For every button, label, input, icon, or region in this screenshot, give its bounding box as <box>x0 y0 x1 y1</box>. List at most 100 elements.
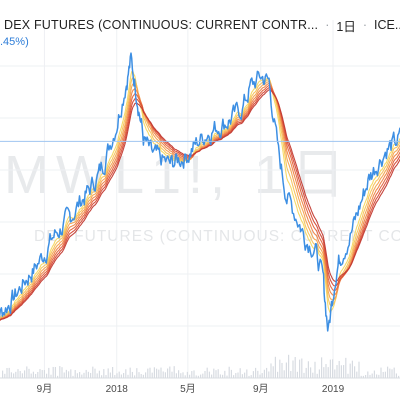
volume-bar <box>378 374 380 378</box>
volume-bar <box>208 371 210 378</box>
volume-bar <box>74 370 76 378</box>
ma-line <box>0 70 400 320</box>
volume-bar <box>83 372 85 378</box>
volume-bar <box>195 375 197 378</box>
volume-bar <box>230 369 232 378</box>
volume-bar <box>219 374 221 378</box>
volume-bar <box>301 358 303 378</box>
volume-bar <box>281 362 283 378</box>
volume-bar <box>180 373 182 378</box>
volume-bar <box>13 373 15 378</box>
volume-bar <box>107 368 109 378</box>
ma-line <box>0 89 400 321</box>
volume-bar <box>356 371 358 378</box>
volume-bar <box>76 373 78 378</box>
volume-bar <box>162 371 164 378</box>
volume-bar <box>24 370 26 378</box>
volume-bar <box>96 373 98 378</box>
volume-bar <box>147 368 149 378</box>
volume-bar <box>193 370 195 378</box>
volume-bar <box>358 361 360 378</box>
x-tick-label: 9月 <box>253 383 269 395</box>
volume-bar <box>299 359 301 378</box>
volume-bar <box>217 369 219 378</box>
ma-ribbon <box>0 70 400 321</box>
volume-bar <box>41 370 43 378</box>
volume-bar <box>252 371 254 378</box>
volume-bar <box>120 374 122 378</box>
volume-bar <box>257 370 259 378</box>
volume-bar <box>283 370 285 378</box>
volume-bar <box>384 371 386 378</box>
volume-bar <box>125 369 127 378</box>
volume-bar <box>380 367 382 378</box>
volume-bar <box>178 370 180 378</box>
ma-line <box>0 80 400 321</box>
x-tick-label: 2018 <box>106 384 129 395</box>
volume-bar <box>389 368 391 378</box>
volume-bar <box>21 373 23 378</box>
volume-bar <box>263 369 265 378</box>
volume-bar <box>114 375 116 378</box>
volume-bar <box>26 366 28 378</box>
volume-bar <box>362 375 364 378</box>
volume-bar <box>145 372 147 378</box>
volume-bar <box>329 359 331 378</box>
volume-bar <box>237 372 239 378</box>
volume-bar <box>241 374 243 378</box>
volume-bar <box>118 371 120 378</box>
volume-bar <box>228 366 230 378</box>
exchange-label[interactable]: ICE... <box>374 18 400 32</box>
volume-bar <box>349 363 351 378</box>
volume-bar <box>151 372 153 378</box>
grid-lines <box>0 20 400 378</box>
volume-bar <box>87 371 89 378</box>
volume-bar <box>37 372 39 378</box>
volume-bar <box>268 371 270 378</box>
volume-bar <box>136 368 138 378</box>
volume-bar <box>46 373 48 378</box>
interval-label[interactable]: 1日 <box>336 19 356 34</box>
volume-bar <box>303 372 305 378</box>
symbol-title[interactable]: DEX FUTURES (CONTINUOUS: CURRENT CONTR..… <box>4 18 319 32</box>
volume-bar <box>85 369 87 378</box>
price-change-label: .45%) <box>0 36 29 48</box>
volume-bar <box>186 371 188 378</box>
volume-bar <box>398 375 400 378</box>
volume-bar <box>347 373 349 378</box>
volume-bar <box>72 375 74 378</box>
price-line <box>0 52 400 332</box>
volume-bar <box>307 361 309 378</box>
volume-bar <box>371 373 373 378</box>
volume-bar <box>35 373 37 378</box>
volume-bar <box>52 366 54 378</box>
volume-bar <box>81 374 83 378</box>
volume-bar <box>345 357 347 378</box>
volume-bar <box>68 371 70 378</box>
volume-bar <box>202 373 204 378</box>
volume-bar <box>138 372 140 378</box>
volume-bar <box>314 361 316 378</box>
volume-bar <box>92 366 94 378</box>
volume-bar <box>103 369 105 378</box>
volume-bar <box>248 375 250 378</box>
volume-bar <box>239 368 241 378</box>
volume-bar <box>310 367 312 378</box>
volume-bar <box>259 374 261 378</box>
volume-bar <box>226 375 228 378</box>
volume-bar <box>233 375 235 378</box>
volume-bar <box>116 373 118 378</box>
volume-bar <box>354 366 356 378</box>
volume-bar <box>19 370 21 378</box>
volume-bar <box>250 375 252 378</box>
volume-bar <box>191 371 193 378</box>
volume-bar <box>292 360 294 378</box>
volume-bar <box>270 363 272 378</box>
volume-bar <box>325 364 327 378</box>
volume-bar <box>8 367 10 378</box>
volume-bar <box>387 366 389 378</box>
volume-bar <box>79 372 81 378</box>
volume-bar <box>296 371 298 378</box>
volume-bar <box>175 373 177 378</box>
